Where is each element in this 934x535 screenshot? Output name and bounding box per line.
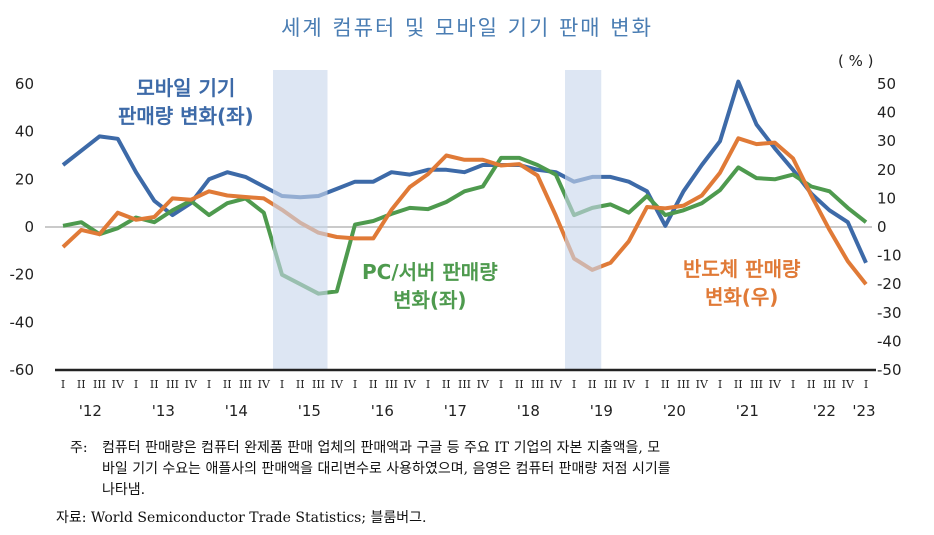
quarter-tick-label: III — [312, 378, 325, 391]
y-right-tick-label: -40 — [877, 332, 902, 350]
y-right-tick-label: -20 — [877, 275, 902, 293]
quarter-tick-label: IV — [769, 378, 782, 391]
annotation-mobile: 모바일 기기 판매량 변화(좌) — [118, 74, 254, 130]
quarter-tick-label: III — [604, 378, 617, 391]
quarter-tick-label: IV — [404, 378, 417, 391]
y-left-tick-label: 40 — [15, 123, 34, 141]
quarter-tick-label: II — [588, 378, 597, 391]
year-tick-label: '15 — [298, 402, 321, 420]
year-tick-label: '20 — [663, 402, 686, 420]
y-right-tick-label: 20 — [877, 161, 896, 179]
note-body: 컴퓨터 판매량은 컴퓨터 완제품 판매 업체의 판매액과 구글 등 주요 IT … — [102, 438, 922, 501]
annotation-mobile-line1: 모바일 기기 — [136, 76, 236, 100]
annotation-mobile-line2: 판매량 변화(좌) — [118, 104, 254, 128]
line-chart: 60 40 20 0 -20 -40 -60 50 40 30 20 10 0 -10 -20 -30 -40 -… — [10, 52, 902, 420]
chart-title: 세계 컴퓨터 및 모바일 기기 판매 변화 — [281, 16, 653, 40]
year-tick-label: '22 — [813, 402, 836, 420]
year-tick-label: '13 — [152, 402, 175, 420]
y-left-tick-label: -20 — [10, 266, 35, 284]
quarter-tick-label: I — [207, 378, 211, 391]
year-tick-label: '21 — [736, 402, 759, 420]
y-right-tick-label: 40 — [877, 104, 896, 122]
quarter-tick-label: I — [134, 378, 138, 391]
quarter-tick-label: III — [823, 378, 836, 391]
quarter-tick-label: II — [807, 378, 816, 391]
y-left-tick-label: -60 — [10, 361, 35, 379]
quarter-tick-label: I — [572, 378, 576, 391]
annotation-semi-line2: 변화(우) — [704, 285, 779, 309]
quarter-tick-label: III — [750, 378, 763, 391]
quarter-tick-label: II — [515, 378, 524, 391]
quarter-tick-label: I — [353, 378, 357, 391]
year-tick-label: '12 — [79, 402, 102, 420]
note-line: 바일 기기 수요는 애플사의 판매액을 대리변수로 사용하였으며, 음영은 컴퓨… — [102, 461, 671, 477]
quarter-tick-label: II — [77, 378, 86, 391]
quarter-tick-label: I — [791, 378, 795, 391]
quarter-tick-label: I — [426, 378, 430, 391]
y-right-tick-label: -50 — [877, 361, 902, 379]
quarter-tick-label: II — [150, 378, 159, 391]
quarter-tick-label: IV — [258, 378, 271, 391]
quarter-tick-label: II — [734, 378, 743, 391]
y-left-tick-label: 20 — [15, 170, 34, 188]
annotation-pc-line2: 변화(좌) — [393, 288, 467, 312]
y-right-tick-label: 50 — [877, 75, 896, 93]
quarter-tick-label: II — [661, 378, 670, 391]
note-line: 나타냄. — [102, 482, 146, 498]
quarter-tick-label: IV — [477, 378, 490, 391]
quarter-tick-label: IV — [550, 378, 563, 391]
quarter-tick-label: III — [93, 378, 106, 391]
y-right-tick-label: -10 — [877, 247, 902, 265]
unit-label: ( % ) — [838, 52, 874, 70]
source-note: 자료: World Semiconductor Trade Statistics… — [56, 510, 427, 526]
y-left-tick-label: -40 — [10, 313, 35, 331]
quarter-tick-label: I — [499, 378, 503, 391]
year-tick-label: '19 — [590, 402, 613, 420]
year-tick-label: '17 — [444, 402, 467, 420]
quarter-tick-label: IV — [842, 378, 855, 391]
y-left-tick-label: 0 — [24, 218, 34, 236]
quarter-tick-label: II — [223, 378, 232, 391]
year-tick-label: '18 — [517, 402, 540, 420]
shaded-trough-period — [565, 70, 602, 370]
series-line-pc-server — [62, 155, 868, 296]
note-prefix: 주: — [70, 440, 88, 456]
y-right-tick-label: -30 — [877, 304, 902, 322]
quarter-tick-label: IV — [331, 378, 344, 391]
quarter-tick-label: IV — [185, 378, 198, 391]
quarter-tick-label: II — [296, 378, 305, 391]
quarter-tick-label: III — [166, 378, 179, 391]
quarter-tick-label: II — [369, 378, 378, 391]
annotation-semi: 반도체 판매량 변화(우) — [683, 255, 800, 311]
note-line: 컴퓨터 판매량은 컴퓨터 완제품 판매 업체의 판매액과 구글 등 주요 IT … — [102, 440, 661, 456]
quarter-tick-label: IV — [696, 378, 709, 391]
y-right-tick-label: 0 — [877, 218, 887, 236]
quarter-tick-label: III — [385, 378, 398, 391]
year-tick-label: '14 — [225, 402, 248, 420]
quarter-tick-label: I — [864, 378, 868, 391]
quarter-tick-label: II — [442, 378, 451, 391]
quarter-tick-label: IV — [112, 378, 125, 391]
year-tick-label: '23 — [852, 402, 875, 420]
quarter-tick-label: III — [458, 378, 471, 391]
annotation-pc-line1: PC/서버 판매량 — [362, 260, 498, 284]
year-tick-label: '16 — [371, 402, 394, 420]
quarter-tick-label: I — [645, 378, 649, 391]
annotation-semi-line1: 반도체 판매량 — [683, 257, 801, 281]
series-line-semiconductor — [61, 136, 868, 286]
quarter-tick-label: IV — [623, 378, 636, 391]
y-right-tick-label: 30 — [877, 132, 896, 150]
quarter-tick-label: I — [280, 378, 284, 391]
shaded-trough-period — [273, 70, 328, 370]
quarter-tick-label: I — [718, 378, 722, 391]
quarter-tick-label: III — [531, 378, 544, 391]
y-right-tick-label: 10 — [877, 189, 896, 207]
quarter-tick-label: I — [61, 378, 65, 391]
quarter-tick-label: III — [239, 378, 252, 391]
y-left-tick-label: 60 — [15, 75, 34, 93]
annotation-pc: PC/서버 판매량 변화(좌) — [362, 258, 498, 314]
quarter-tick-label: III — [677, 378, 690, 391]
